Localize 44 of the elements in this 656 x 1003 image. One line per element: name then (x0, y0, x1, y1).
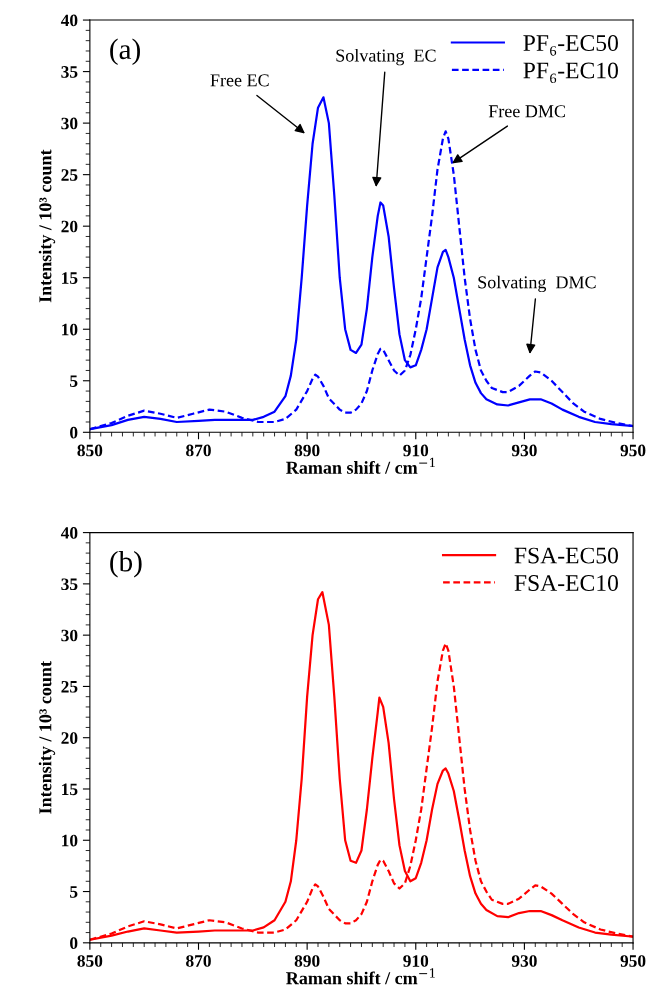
y-tick-label: 25 (61, 680, 78, 693)
x-tick-label: 890 (294, 955, 320, 967)
y-tick-label: 0 (70, 937, 78, 950)
x-tick-label: 850 (77, 444, 103, 457)
legend-label: FSA-EC10 (514, 575, 618, 591)
y-tick-label: 40 (60, 527, 78, 539)
x-tick-label: 870 (186, 955, 211, 967)
x-tick-label: 950 (620, 955, 646, 967)
x-tick-label: 930 (511, 444, 537, 457)
annotation: Solvating DMC (478, 275, 596, 293)
legend-label: PF₆-EC50 (523, 35, 618, 56)
y-tick-label: 10 (62, 834, 78, 847)
legend-label: FSA-EC50 (514, 547, 618, 564)
x-tick-label: 930 (511, 955, 537, 967)
y-axis-title: Intensity / 10³ count (38, 149, 56, 303)
x-tick-label: 910 (403, 955, 429, 967)
x-axis-title: Raman shift / cm$^{−1}$ (286, 457, 435, 474)
annotation: Solvating EC (336, 48, 436, 66)
y-tick-label: 20 (61, 732, 78, 744)
x-tick-label: 890 (294, 444, 320, 457)
y-tick-label: 0 (70, 426, 78, 439)
y-axis-title: Intensity / 10³ count (38, 661, 56, 814)
x-axis-title: Raman shift / cm$^{−1}$ (286, 968, 435, 985)
y-tick-label: 35 (61, 578, 78, 591)
y-tick-label: 5 (70, 886, 78, 898)
y-tick-label: 35 (61, 66, 78, 78)
y-tick-label: 20 (61, 220, 78, 233)
y-tick-label: 5 (70, 375, 78, 387)
legend-label: PF₆-EC10 (523, 62, 618, 84)
annotation: Free DMC (488, 105, 565, 118)
y-tick-label: 30 (61, 117, 78, 130)
annotation: (a) (110, 38, 140, 66)
annotation: Free EC (210, 74, 269, 87)
y-tick-label: 10 (62, 323, 78, 336)
x-tick-label: 870 (186, 444, 211, 457)
y-tick-label: 30 (61, 629, 78, 642)
y-tick-label: 15 (62, 783, 78, 796)
annotation: (b) (110, 551, 142, 578)
y-tick-label: 40 (60, 14, 78, 27)
y-tick-label: 15 (62, 272, 78, 284)
x-tick-label: 950 (620, 444, 646, 457)
x-tick-label: 910 (403, 444, 429, 457)
x-tick-label: 850 (77, 955, 103, 967)
y-tick-label: 25 (61, 169, 78, 181)
